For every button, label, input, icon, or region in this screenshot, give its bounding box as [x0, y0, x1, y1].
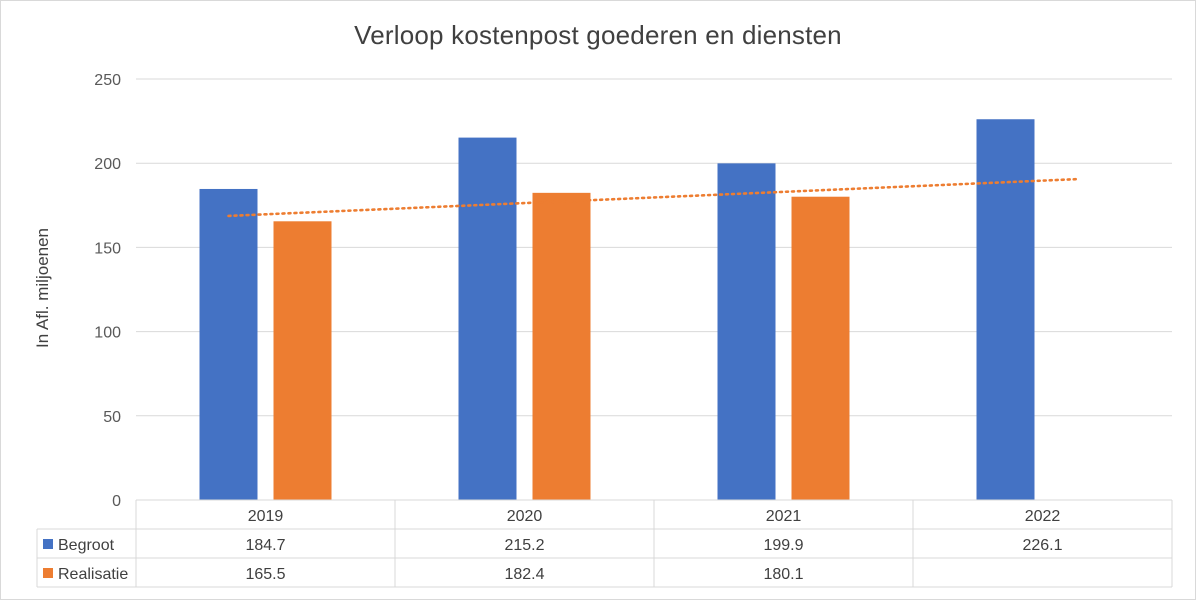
y-tick-label: 250 — [94, 72, 121, 89]
data-label: 184.7 — [245, 537, 285, 554]
data-label: 199.9 — [763, 537, 803, 554]
x-tick-label: 2020 — [507, 508, 543, 525]
data-label: 165.5 — [245, 566, 285, 583]
x-tick-label: 2021 — [766, 508, 802, 525]
legend-swatch-realisatie — [43, 568, 53, 578]
data-label: 180.1 — [763, 566, 803, 583]
legend-swatch-begroot — [43, 539, 53, 549]
bar-realisatie-2020 — [532, 192, 591, 501]
bar-realisatie-2021 — [791, 196, 850, 500]
x-tick-label: 2019 — [248, 508, 284, 525]
y-tick-label: 50 — [103, 409, 121, 426]
data-label: 226.1 — [1022, 537, 1062, 554]
legend-label-begroot: Begroot — [58, 537, 115, 554]
bars — [199, 119, 1035, 501]
bar-begroot-2019 — [199, 188, 258, 500]
y-tick-label: 200 — [94, 156, 121, 173]
legend-label-realisatie: Realisatie — [58, 566, 128, 583]
data-table: 2019 2020 2021 2022 Begroot 184.7 215.2 199.9 22… — [36, 499, 1173, 588]
bar-begroot-2021 — [717, 163, 776, 500]
y-tick-label: 100 — [94, 325, 121, 342]
y-tick-label: 0 — [112, 493, 121, 510]
data-label: 182.4 — [504, 566, 544, 583]
bar-realisatie-2019 — [273, 221, 332, 500]
trendline-realisatie — [227, 177, 1081, 218]
x-tick-label: 2022 — [1025, 508, 1061, 525]
bar-begroot-2020 — [458, 137, 517, 500]
y-axis-label: In Afl. miljoenen — [33, 228, 52, 348]
bar-begroot-2022 — [976, 119, 1035, 501]
y-axis-ticks: 0 50 100 150 200 250 — [94, 72, 121, 510]
trendline-layer — [227, 177, 1081, 218]
data-label: 215.2 — [504, 537, 544, 554]
chart-title: Verloop kostenpost goederen en diensten — [354, 20, 842, 50]
y-tick-label: 150 — [94, 240, 121, 257]
